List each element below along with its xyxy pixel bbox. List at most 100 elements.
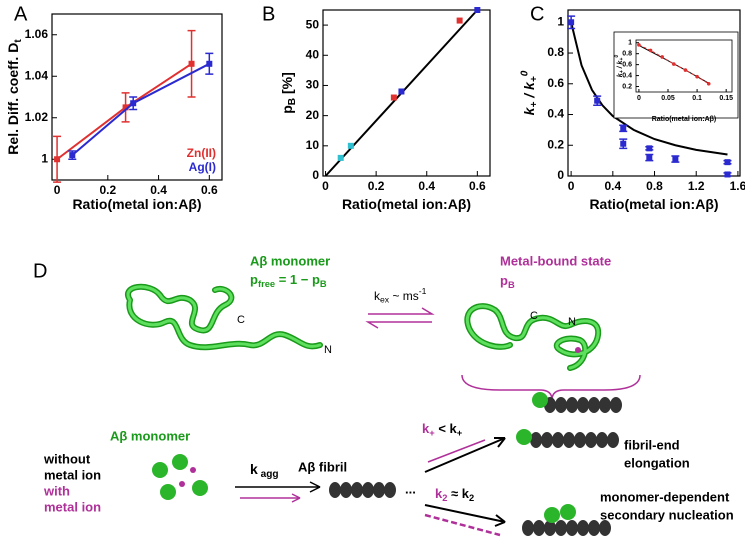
monomer (544, 507, 560, 523)
fibril-unit (574, 432, 586, 448)
text-part: k (422, 421, 430, 436)
fibril-unit (533, 520, 545, 536)
plot-frame (322, 9, 491, 177)
fibril-unit (340, 482, 352, 498)
text-part: 0 (519, 70, 530, 76)
panel-label: B (262, 3, 275, 25)
monomer-title: Aβ monomer (250, 253, 330, 268)
n-terminus: N (568, 316, 576, 328)
fibril-unit (384, 482, 396, 498)
exchange-rate: kex ~ ms-1 (374, 286, 427, 304)
fibril-unit (555, 520, 567, 536)
data-point (54, 156, 61, 163)
fibril-unit (329, 482, 341, 498)
k-plus: k+ < k+ (422, 421, 463, 438)
y-tick-label: 30 (306, 78, 320, 92)
text-part: [%] (279, 72, 295, 98)
text-part: Rel. Diff. coeff. D (5, 43, 21, 155)
k-two: k2 ≈ k2 (435, 486, 474, 503)
nucleation-arrow (424, 504, 506, 527)
text-part: + (457, 428, 463, 438)
fibril-unit (599, 520, 611, 536)
x-tick-label: 0.6 (201, 183, 218, 197)
data-point (646, 145, 653, 152)
data-point (620, 140, 627, 147)
text-part: = 1 − p (275, 272, 320, 287)
y-tick-label: 0.6 (547, 76, 564, 90)
data-point (188, 60, 195, 67)
condition: without (43, 451, 91, 466)
text-part: k (435, 486, 443, 501)
text-part: + (619, 58, 625, 61)
text-part: p (279, 105, 295, 114)
data-point (672, 156, 679, 163)
fibril-unit (566, 397, 578, 413)
text-part: Ratio(metal ion:Aβ) (652, 116, 717, 123)
y-tick-label: 0 (312, 168, 319, 182)
text-part: p (250, 272, 258, 287)
text-part: / k (617, 59, 624, 70)
x-tick-label: 0 (637, 95, 641, 102)
text-part: t (13, 39, 24, 43)
x-tick-label: 0.4 (604, 179, 621, 193)
data-point (130, 100, 137, 107)
fibril-unit (596, 432, 608, 448)
y-tick-label: 10 (306, 138, 320, 152)
y-tick-label: 0.2 (547, 137, 564, 151)
fibril-unit (555, 397, 567, 413)
elongation-arrow-metal (427, 439, 486, 463)
text-part: + (529, 102, 540, 108)
data-point (724, 171, 731, 178)
agg-arrow (235, 481, 321, 493)
data-point (706, 81, 711, 86)
text-part: ex (380, 295, 390, 305)
x-tick-label: 1.6 (730, 179, 745, 193)
y-axis-label: k+ / k+0 (519, 70, 540, 115)
text-part: B (508, 280, 515, 290)
y-tick-label: 0.4 (622, 72, 632, 79)
inset-frame (613, 31, 739, 119)
text-part: B (287, 98, 298, 105)
data-point (620, 125, 627, 132)
y-tick-label: 0.4 (547, 107, 564, 121)
y-tick-label: 1.06 (25, 27, 49, 41)
x-tick-label: 1.2 (688, 179, 705, 193)
x-tick-label: 0.4 (150, 183, 167, 197)
text-part: + (429, 428, 435, 438)
fibril-unit (362, 482, 374, 498)
y-tick-label: 1.04 (25, 68, 49, 82)
monomer (532, 392, 548, 408)
text-part: Ratio(metal ion:Aβ) (72, 196, 201, 212)
fibril-unit (541, 432, 553, 448)
fibril-unit (552, 432, 564, 448)
fibril-unit (530, 432, 542, 448)
bound-fraction: pB (500, 273, 515, 290)
y-tick-label: 50 (306, 17, 320, 31)
agg-arrow-metal (240, 493, 301, 503)
legend-entry: Ag(I) (189, 160, 216, 174)
panel-label: A (14, 3, 28, 25)
y-axis-label: k+ / k+0 (615, 55, 626, 78)
x-axis-label: Ratio(metal ion:Aβ) (589, 196, 718, 212)
text-part: free (258, 279, 275, 289)
fibril-unit (577, 520, 589, 536)
panel-label: C (530, 3, 544, 25)
y-tick-label: 1 (628, 40, 632, 47)
fibril-unit (588, 520, 600, 536)
x-axis-label: Ratio(metal ion:Aβ) (652, 116, 717, 123)
fibrils (329, 392, 622, 536)
text-part: ≈ k (447, 486, 469, 501)
diagram-art (125, 283, 641, 537)
fibril-unit (585, 432, 597, 448)
x-tick-label: 0.05 (661, 95, 675, 102)
equilibrium-arrows (365, 307, 435, 329)
data-point (648, 48, 653, 53)
text-part: -1 (419, 286, 427, 296)
fibril-unit (563, 432, 575, 448)
y-tick-label: 0.8 (622, 51, 632, 58)
c-terminus: C (530, 310, 538, 322)
text-part: + (529, 76, 540, 82)
text-part: k (250, 461, 258, 477)
c-terminus: C (237, 314, 245, 326)
k-agg: k agg (250, 461, 279, 480)
